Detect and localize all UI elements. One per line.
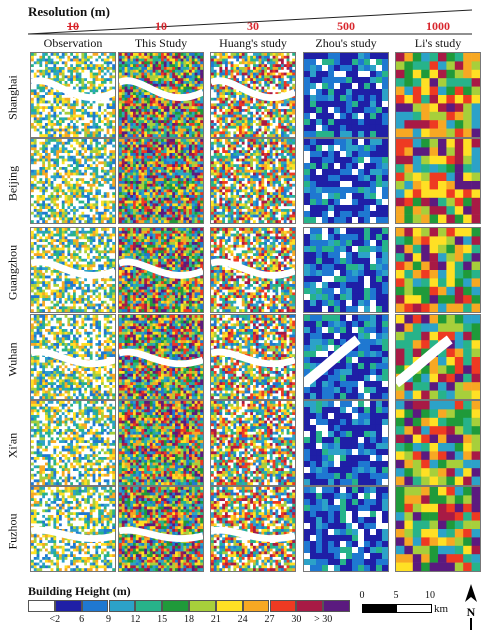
row-label-xian: Xi'an	[5, 432, 20, 459]
north-arrow-icon: N	[465, 584, 477, 630]
map-panel-wuhan-1	[118, 314, 204, 400]
legend-label: 18	[184, 614, 194, 625]
legend-title: Building Height (m)	[28, 584, 131, 598]
legend-label: 15	[157, 614, 168, 625]
resolution-huang: 30	[247, 19, 259, 33]
resolution-this-study: 10	[155, 19, 167, 33]
resolution-observation: 10	[67, 19, 79, 33]
map-panel-beijing-1	[118, 138, 204, 224]
map-panel-beijing-4	[395, 138, 481, 224]
resolution-zhou: 500	[337, 19, 355, 33]
column-huang: Huang's study	[219, 36, 287, 50]
legend-label: > 30	[314, 614, 333, 625]
legend-swatch	[269, 600, 297, 612]
map-panel-beijing-0	[30, 138, 116, 224]
legend-label: 9	[106, 614, 111, 625]
legend-color-bar	[28, 600, 350, 612]
map-panel-wuhan-2	[210, 314, 296, 400]
legend-swatch	[108, 600, 136, 612]
legend-swatch	[28, 600, 55, 612]
map-panel-xian-0	[30, 400, 116, 486]
map-panel-guangzhou-1	[118, 227, 204, 313]
legend-labels: <2 6 9 12 15 18 21 24 27 30 > 30	[28, 614, 350, 628]
map-panel-shanghai-3	[303, 52, 389, 138]
legend-swatch	[189, 600, 216, 612]
north-label: N	[467, 605, 476, 619]
legend-swatch	[135, 600, 163, 612]
column-li: Li's study	[414, 36, 462, 50]
map-panel-guangzhou-4	[395, 227, 481, 313]
map-panel-fuzhou-1	[118, 486, 204, 572]
legend-swatch	[323, 600, 350, 612]
map-panel-wuhan-3	[303, 314, 389, 400]
row-label-beijing: Beijing	[5, 165, 20, 202]
legend-swatch	[242, 600, 270, 612]
map-panel-shanghai-2	[210, 52, 296, 138]
column-observation: Observation	[43, 36, 103, 50]
map-panel-fuzhou-2	[210, 486, 296, 572]
scalebar-unit: km	[434, 603, 449, 615]
row-label-guangzhou: Guangzhou	[5, 244, 20, 301]
scalebar-tick-0: 0	[359, 590, 365, 601]
map-panel-shanghai-0	[30, 52, 116, 138]
legend-label: 30	[291, 614, 302, 625]
legend-swatch	[81, 600, 109, 612]
map-panel-fuzhou-0	[30, 486, 116, 572]
scalebar-black-segment	[362, 604, 398, 613]
map-panel-fuzhou-4	[395, 486, 481, 572]
map-panel-wuhan-4	[395, 314, 481, 400]
legend-label: 24	[237, 614, 248, 625]
map-panel-beijing-2	[210, 138, 296, 224]
map-panel-shanghai-4	[395, 52, 481, 138]
map-panel-xian-4	[395, 400, 481, 486]
map-panel-guangzhou-2	[210, 227, 296, 313]
legend-swatch	[296, 600, 324, 612]
legend-label: <2	[49, 614, 61, 625]
resolution-wedge	[28, 9, 473, 35]
map-panel-beijing-3	[303, 138, 389, 224]
map-panel-shanghai-1	[118, 52, 204, 138]
map-panel-wuhan-0	[30, 314, 116, 400]
scalebar-white-segment	[396, 604, 432, 613]
row-label-fuzhou: Fuzhou	[5, 513, 20, 550]
column-zhou: Zhou's study	[315, 36, 377, 50]
legend-swatch	[54, 600, 82, 612]
map-panel-guangzhou-3	[303, 227, 389, 313]
scalebar-tick-10: 10	[425, 590, 435, 601]
map-panel-xian-3	[303, 400, 389, 486]
column-this-study: This Study	[134, 36, 188, 50]
legend-label: 21	[210, 614, 221, 625]
map-panel-xian-2	[210, 400, 296, 486]
resolution-li: 1000	[426, 19, 450, 33]
legend-label: 12	[130, 614, 141, 625]
legend-label: 6	[79, 614, 85, 625]
row-label-shanghai: Shanghai	[5, 75, 20, 120]
map-panel-xian-1	[118, 400, 204, 486]
scalebar-tick-5: 5	[393, 590, 399, 601]
legend-label: 27	[264, 614, 275, 625]
legend-swatch	[215, 600, 243, 612]
scalebar: 0 5 10 km	[360, 590, 460, 630]
map-panel-fuzhou-3	[303, 486, 389, 572]
legend-swatch	[162, 600, 189, 612]
resolution-title: Resolution (m)	[28, 4, 110, 19]
map-panel-guangzhou-0	[30, 227, 116, 313]
row-label-wuhan: Wuhan	[5, 342, 20, 377]
